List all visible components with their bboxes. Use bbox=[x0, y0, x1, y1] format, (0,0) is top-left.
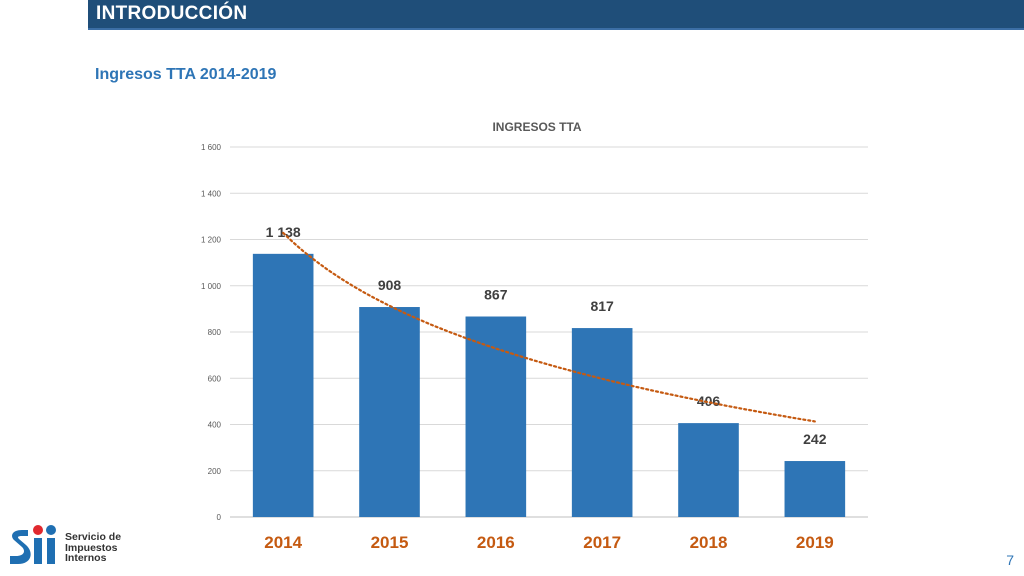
data-label: 908 bbox=[378, 277, 402, 293]
logo-line-1: Servicio de bbox=[65, 531, 122, 543]
slide-subtitle: Ingresos TTA 2014-2019 bbox=[95, 66, 277, 83]
y-tick-label: 1 000 bbox=[201, 282, 222, 291]
bar bbox=[465, 316, 527, 517]
data-label: 406 bbox=[697, 393, 721, 409]
bar bbox=[678, 423, 739, 517]
x-tick-label: 2015 bbox=[371, 533, 409, 552]
bar bbox=[252, 253, 314, 517]
y-tick-label: 0 bbox=[217, 513, 222, 522]
sii-logo: Servicio de Impuestos Internos bbox=[8, 522, 148, 570]
sii-logo-icon bbox=[10, 525, 56, 564]
y-tick-label: 1 400 bbox=[201, 189, 222, 198]
chart-title: INGRESOS TTA bbox=[492, 120, 581, 134]
logo-text: Servicio de Impuestos Internos bbox=[65, 532, 121, 564]
page-number: 7 bbox=[1006, 552, 1014, 568]
y-tick-label: 1 600 bbox=[201, 143, 222, 152]
trendline bbox=[282, 231, 816, 423]
bar bbox=[784, 461, 846, 517]
logo-line-2: Impuestos bbox=[65, 541, 118, 554]
x-tick-label: 2018 bbox=[690, 533, 728, 552]
header-title: INTRODUCCIÓN bbox=[96, 3, 248, 24]
x-tick-label: 2014 bbox=[264, 533, 302, 552]
data-label: 867 bbox=[484, 287, 508, 303]
bar bbox=[571, 328, 633, 517]
y-tick-label: 1 200 bbox=[201, 236, 222, 245]
x-tick-label: 2019 bbox=[796, 533, 834, 552]
data-label: 242 bbox=[803, 431, 827, 447]
data-label: 817 bbox=[590, 298, 614, 314]
y-tick-label: 800 bbox=[208, 328, 222, 337]
y-tick-label: 600 bbox=[208, 374, 222, 383]
x-tick-label: 2016 bbox=[477, 533, 515, 552]
x-tick-label: 2017 bbox=[583, 533, 621, 552]
bar bbox=[359, 307, 420, 517]
y-tick-label: 400 bbox=[208, 421, 222, 430]
logo-line-3: Internos bbox=[65, 552, 107, 564]
y-tick-label: 200 bbox=[208, 467, 222, 476]
header-bar: INTRODUCCIÓN bbox=[88, 0, 1024, 30]
